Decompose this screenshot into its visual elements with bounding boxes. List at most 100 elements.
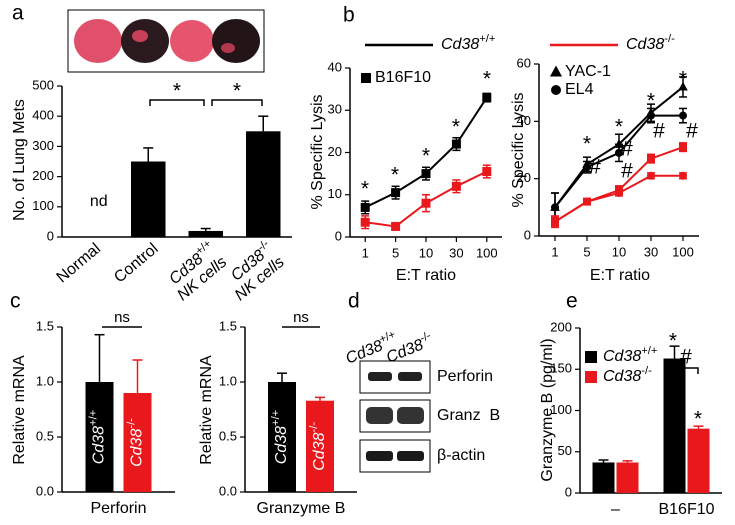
y-tick-label: 1.5 (219, 318, 237, 333)
bar (687, 428, 710, 493)
x-tick-label: Cd38-/-NK cells (219, 238, 289, 305)
annotation: * (694, 408, 702, 431)
marker (615, 148, 623, 157)
panel-label: a (12, 2, 24, 25)
bar (306, 400, 334, 492)
y-axis-label: Relative mRNA (11, 355, 28, 465)
series-label: Cd38-/- (308, 422, 328, 471)
marker (647, 154, 655, 163)
annotation: ns (114, 309, 130, 326)
y-tick-label: 1.0 (219, 373, 237, 388)
legend-label: Cd38-/- (603, 365, 652, 385)
legend-label: Cd38+/+ (603, 345, 657, 365)
bar (188, 230, 223, 237)
legend-label: EL4 (565, 81, 594, 98)
y-axis-label: % Specific Lysis (309, 95, 326, 210)
legend-label: B16F10 (375, 69, 431, 86)
annotation: * (452, 116, 460, 139)
lung (132, 30, 148, 42)
x-tick-label: Granzyme B (257, 500, 346, 517)
y-tick-label: 400 (32, 108, 54, 123)
marker (614, 139, 624, 148)
y-tick-label: 1.0 (36, 373, 54, 388)
annotation: # (686, 120, 698, 143)
marker (679, 143, 687, 152)
y-tick-label: 1.5 (36, 318, 54, 333)
bar (663, 358, 686, 493)
x-axis-label: E:T ratio (396, 267, 456, 284)
marker (679, 171, 687, 180)
panel-label: d (348, 290, 360, 313)
lung-images (67, 9, 265, 73)
y-tick-label: 60 (517, 55, 531, 70)
y-axis-label: % Specific Lysis (510, 93, 527, 208)
marker (451, 139, 461, 149)
annotation: * (391, 164, 399, 187)
x-axis-label: E:T ratio (590, 267, 650, 284)
lung (212, 19, 260, 63)
legend-marker (361, 73, 371, 83)
x-tick-label: 1 (362, 245, 369, 260)
bar (592, 462, 615, 493)
annotation: * (173, 80, 181, 103)
annotation: * (583, 133, 591, 156)
marker (360, 217, 370, 227)
x-tick-label: Cd38+/+NK cells (161, 238, 230, 305)
legend-label: Cd38-/- (626, 33, 675, 53)
western-blot: Cd38+/+ Cd38-/- Perforin Granz B β-actin (343, 329, 500, 473)
blot-row-label: β-actin (437, 447, 485, 464)
legend-marker (551, 85, 561, 95)
marker (647, 111, 655, 120)
y-tick-label: 10 (328, 186, 342, 201)
y-tick-label: 500 (32, 77, 54, 92)
x-tick-label: 5 (583, 244, 590, 259)
y-tick-label: 0.0 (219, 483, 237, 498)
blot-band (366, 407, 393, 424)
value-label: nd (90, 193, 108, 210)
annotation: * (615, 116, 623, 139)
y-tick-label: 300 (32, 138, 54, 153)
marker (583, 163, 591, 172)
panel-labels: a b c d e (10, 2, 578, 313)
series-label: Cd38+/+ (270, 410, 290, 464)
y-tick-label: 0.5 (219, 428, 237, 443)
y-tick-label: 0 (565, 484, 572, 499)
marker (360, 202, 370, 212)
marker (482, 167, 492, 177)
marker (391, 221, 401, 231)
x-tick-label: 30 (644, 244, 658, 259)
lung (121, 19, 169, 63)
marker (551, 203, 559, 212)
legend-swatch (585, 371, 597, 383)
blot-band (397, 451, 424, 461)
legend-marker (550, 65, 562, 77)
y-tick-label: 0 (335, 228, 342, 243)
panel-label: b (343, 4, 355, 27)
blot-band (368, 372, 392, 381)
y-tick-label: 200 (550, 319, 572, 334)
x-tick-label: B16F10 (658, 501, 714, 518)
annotation: # (621, 160, 633, 183)
x-tick-label: Perforin (90, 500, 146, 517)
blot-row-label: Perforin (437, 368, 493, 385)
legend-swatch (585, 351, 597, 363)
y-tick-label: 150 (550, 361, 572, 376)
marker (678, 81, 688, 91)
annotation: * (233, 80, 241, 103)
marker (421, 169, 431, 179)
annotation: * (361, 178, 369, 201)
y-axis-label: No. of Lung Mets (11, 99, 28, 221)
y-tick-label: 100 (550, 402, 572, 417)
annotation: # (621, 138, 633, 161)
annotation: * (669, 330, 677, 353)
bar (85, 382, 114, 492)
lung (170, 20, 214, 62)
marker (679, 111, 687, 120)
series-label: Cd38-/- (125, 418, 145, 467)
blot-band (397, 407, 424, 424)
annotation: * (647, 90, 655, 113)
marker (583, 197, 591, 206)
blot-band (366, 451, 393, 461)
bracket (149, 99, 205, 106)
